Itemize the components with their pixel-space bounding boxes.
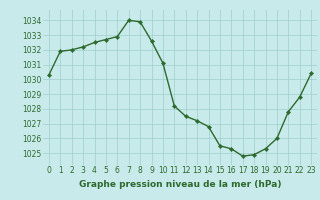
X-axis label: Graphe pression niveau de la mer (hPa): Graphe pression niveau de la mer (hPa) bbox=[79, 180, 281, 189]
